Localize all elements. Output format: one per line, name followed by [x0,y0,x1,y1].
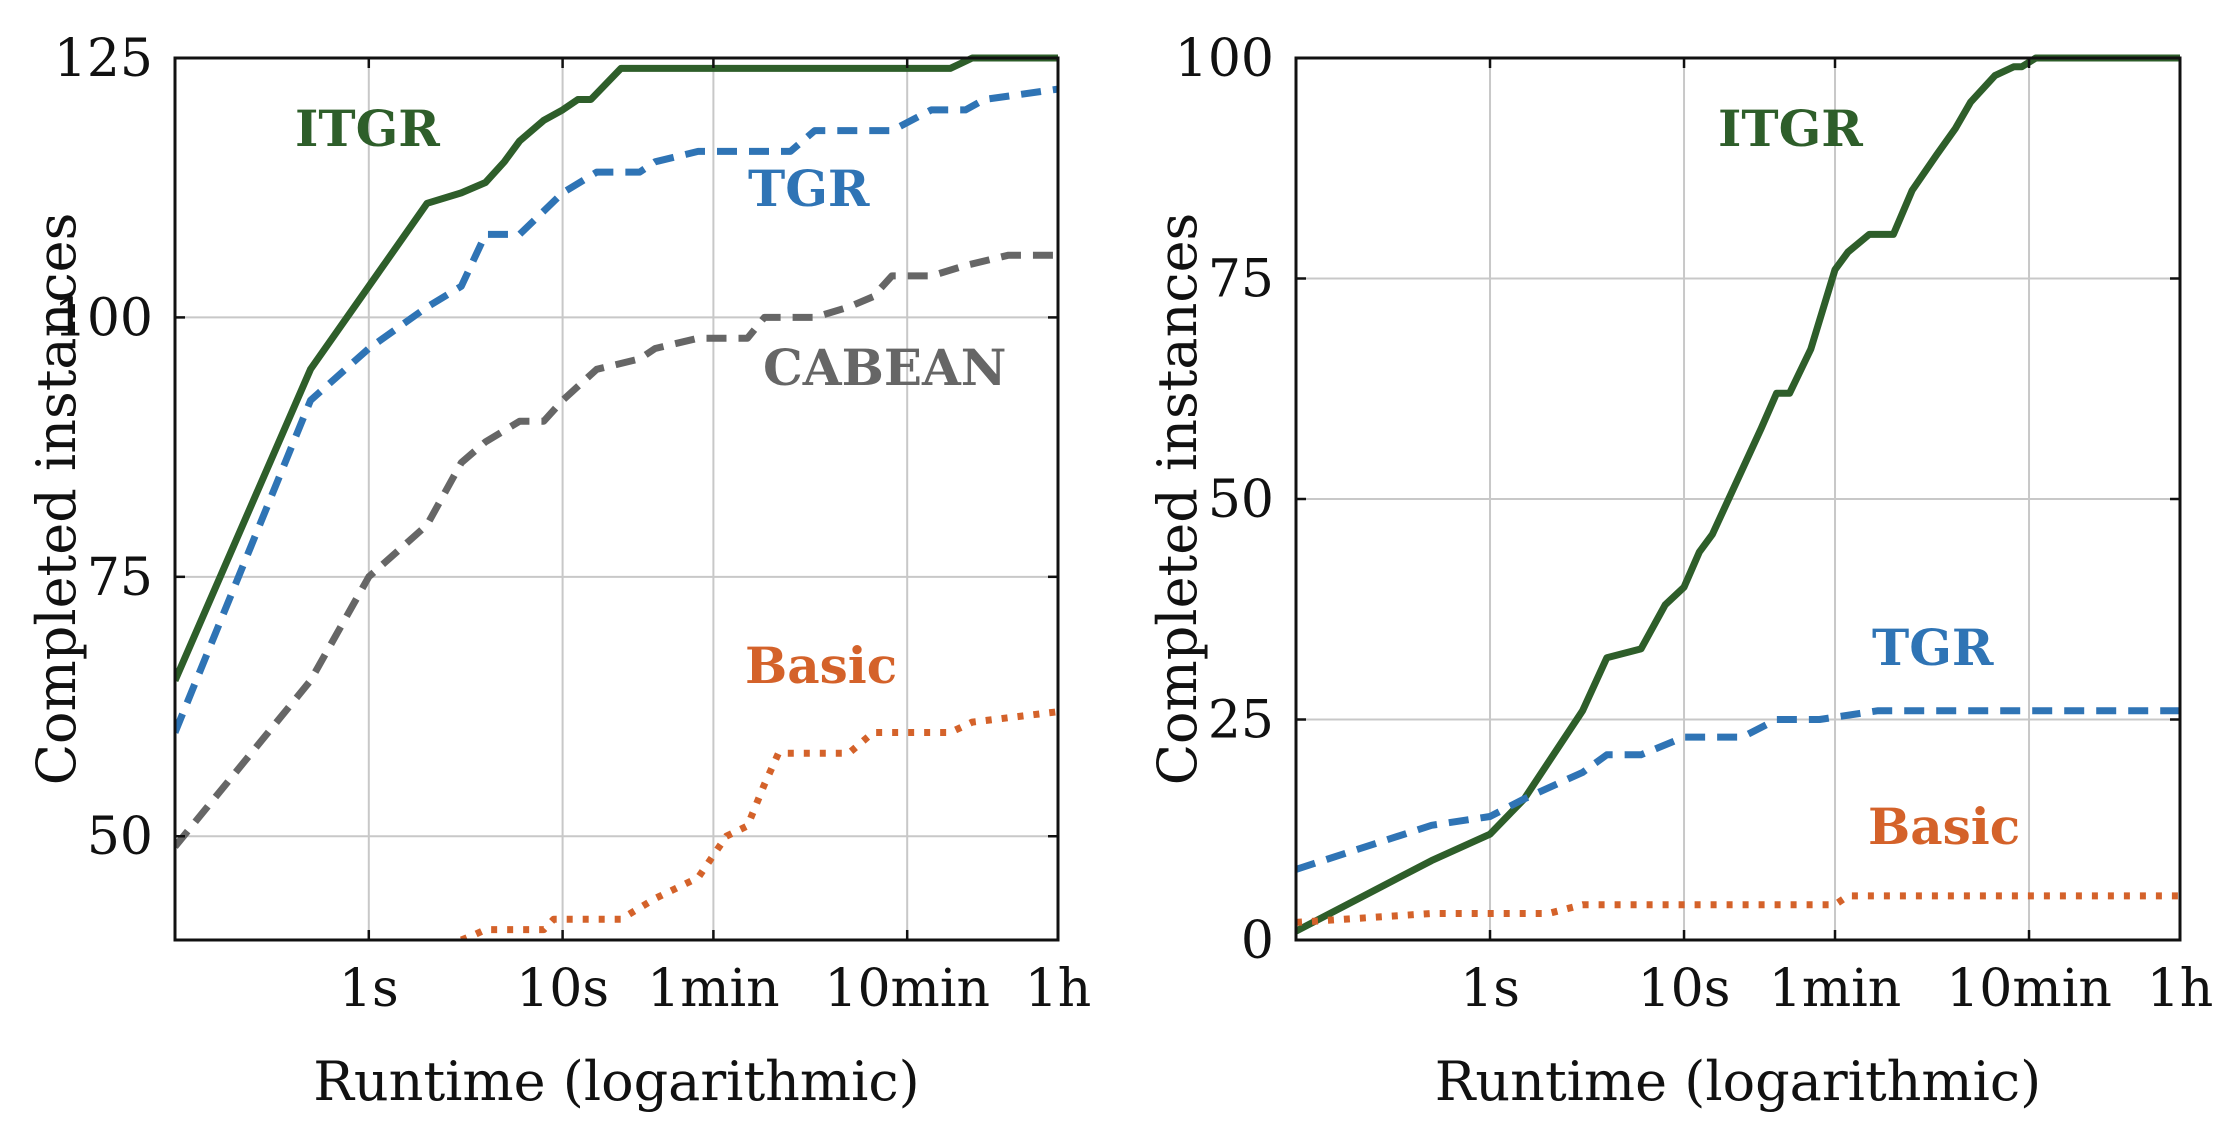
left-y-tick-label: 50 [87,807,153,867]
left-series-tgr-line [175,85,1058,734]
left-y-tick-label: 125 [54,29,153,89]
right-y-tick-label: 0 [1241,911,1274,971]
right-label-tgr: TGR [1872,618,1994,677]
right-tick-labels: 1s 10s 1min 10min 1h 0 25 50 75 100 [1175,29,2214,1019]
right-series-basic-line [1296,892,2180,926]
left-series-basic-line [459,708,1058,940]
right-label-basic: Basic [1868,797,2020,856]
left-grid [175,57,1059,940]
left-series [175,54,1058,940]
left-tick-labels: 1s 10s 1min 10min 1h 50 75 100 125 [54,29,1092,1019]
left-x-tick-label: 1min [647,959,780,1019]
left-y-tick-label: 75 [87,548,153,608]
right-x-tick-label: 1h [2147,959,2214,1019]
right-y-tick-label: 25 [1208,691,1274,751]
right-ticks [1296,56,2182,942]
left-label-tgr: TGR [748,159,870,218]
left-series-cabean-line [175,251,1058,849]
right-chart: 1s 10s 1min 10min 1h 0 25 50 75 100 Runtime (loga… [1146,29,2213,1113]
right-series [1296,54,2180,935]
left-label-basic: Basic [745,636,897,695]
left-chart: 1s 10s 1min 10min 1h 50 75 100 125 Runtime (loga… [25,29,1091,1113]
left-series-itgr-line [175,54,1058,682]
left-label-itgr: ITGR [295,99,440,158]
right-label-itgr: ITGR [1718,99,1863,158]
left-x-tick-label: 10min [824,959,990,1019]
right-x-axis-label: Runtime (logarithmic) [1435,1050,2041,1113]
left-plot-frame [173,56,1060,942]
right-x-tick-label: 1s [1460,959,1520,1019]
left-x-tick-label: 10s [516,959,609,1019]
left-x-tick-label: 1s [339,959,399,1019]
left-y-tick-label: 100 [54,288,153,348]
right-x-tick-label: 1min [1769,959,1902,1019]
right-series-tgr-line [1296,707,2180,873]
left-x-tick-label: 1h [1025,959,1092,1019]
right-x-tick-label: 10min [1946,959,2112,1019]
left-ticks [175,56,1060,940]
left-label-cabean: CABEAN [763,338,1006,397]
right-series-itgr-line [1296,54,2180,935]
left-x-axis-label: Runtime (logarithmic) [313,1050,919,1113]
left-y-axis-label: Completed instances [25,213,88,786]
right-x-tick-label: 10s [1638,959,1731,1019]
right-y-axis-label: Completed instances [1146,213,1209,786]
right-grid [1296,57,2181,941]
right-y-tick-label: 50 [1208,470,1274,530]
right-y-tick-label: 75 [1208,250,1274,310]
right-y-tick-label: 100 [1175,29,1274,89]
